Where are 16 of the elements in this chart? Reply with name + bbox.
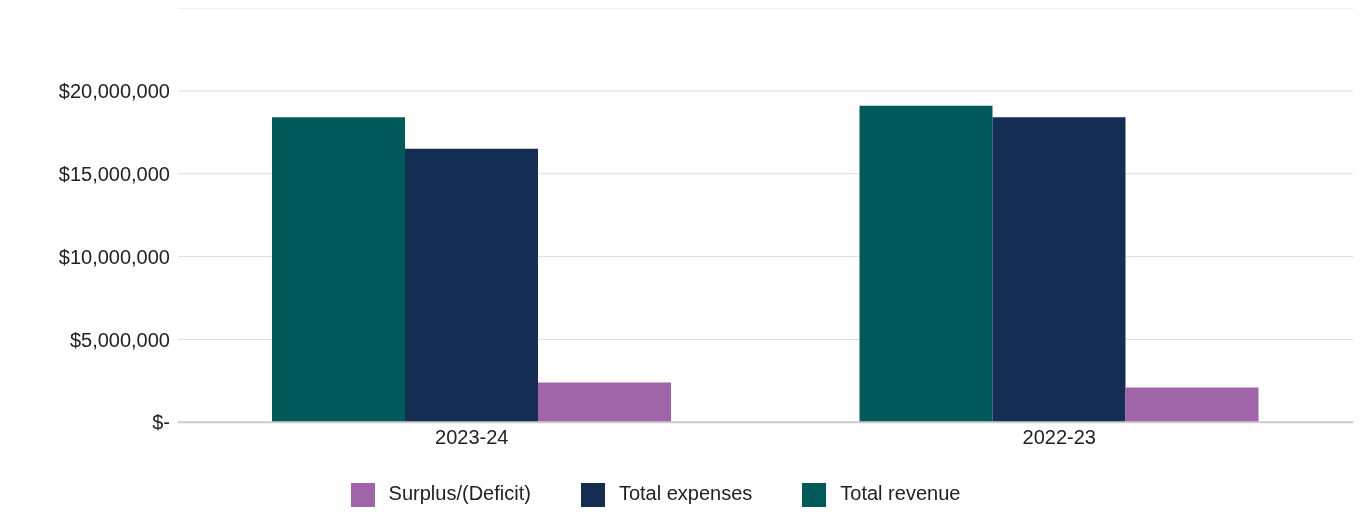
bar bbox=[992, 117, 1126, 423]
y-tick-label: $20,000,000 bbox=[58, 79, 170, 102]
x-tick-label: 2023-24 bbox=[435, 426, 509, 449]
bar bbox=[272, 117, 405, 423]
bar bbox=[405, 148, 538, 423]
y-tick-label: $15,000,000 bbox=[58, 162, 170, 185]
x-tick-label: 2022-23 bbox=[1022, 426, 1096, 449]
y-tick-label: $10,000,000 bbox=[58, 245, 170, 268]
legend-label: Total expenses bbox=[618, 482, 753, 505]
legend-label: Surplus/(Deficit) bbox=[388, 482, 531, 505]
y-tick-label: $5,000,000 bbox=[69, 328, 170, 351]
y-tick-label: $- bbox=[152, 411, 170, 434]
bar bbox=[1125, 387, 1259, 423]
bar bbox=[538, 382, 671, 423]
bar bbox=[859, 105, 993, 423]
legend-label: Total revenue bbox=[840, 482, 961, 505]
